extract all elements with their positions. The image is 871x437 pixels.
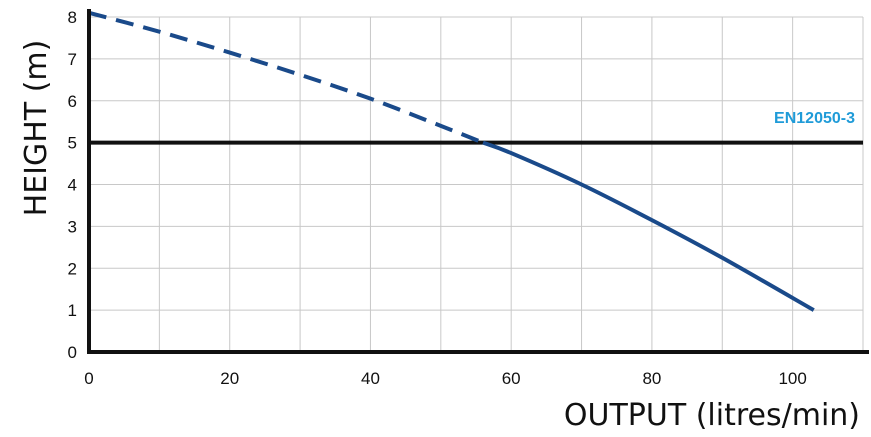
x-axis-title: OUTPUT (litres/min) — [564, 398, 860, 433]
grid — [89, 16, 864, 352]
y-axis-title: HEIGHT (m) — [19, 40, 54, 217]
y-tick-label: 8 — [68, 8, 77, 27]
x-tick-label: 80 — [642, 369, 661, 388]
series-line-solid — [482, 140, 815, 312]
x-tick-label: 0 — [84, 369, 93, 388]
y-tick-label: 4 — [68, 176, 77, 195]
series-line-dashed — [88, 10, 484, 145]
y-tick-label: 6 — [68, 92, 77, 111]
x-tick-label: 60 — [502, 369, 521, 388]
x-tick-label: 20 — [220, 369, 239, 388]
y-tick-label: 1 — [68, 301, 77, 320]
tick-labels: 0 20 40 60 80 100 0 1 2 3 4 5 6 7 8 — [68, 8, 807, 388]
y-tick-label: 0 — [68, 343, 77, 362]
y-tick-label: 3 — [68, 217, 77, 236]
y-tick-label: 7 — [68, 50, 77, 69]
reference-line-label: EN12050-3 — [774, 110, 855, 127]
y-tick-label: 2 — [68, 259, 77, 278]
axes — [87, 9, 869, 354]
series-lines — [88, 10, 815, 312]
x-tick-label: 40 — [361, 369, 380, 388]
x-tick-label: 100 — [778, 369, 806, 388]
y-tick-label: 5 — [68, 134, 77, 153]
